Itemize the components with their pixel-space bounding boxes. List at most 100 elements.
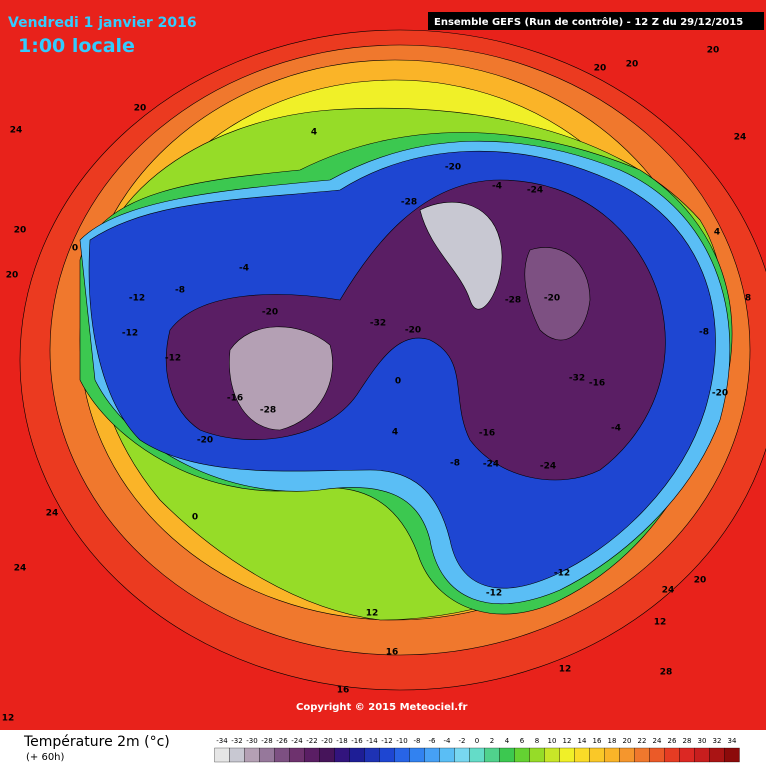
contour-label: -12 [165, 354, 181, 364]
contour-label: -24 [527, 186, 543, 196]
legend-tick-label: 20 [623, 737, 632, 745]
legend-swatch [379, 747, 395, 763]
contour-label: -32 [370, 319, 386, 329]
contour-label: 20 [594, 64, 607, 74]
map-subtitle: 1:00 locale [18, 35, 135, 57]
legend-tick-label: 10 [548, 737, 557, 745]
contour-label: 12 [366, 609, 379, 619]
legend-tick-label: -30 [246, 737, 257, 745]
legend-tick-label: -8 [414, 737, 421, 745]
contour-label: 12 [2, 714, 15, 724]
legend-tick-label: -16 [351, 737, 363, 745]
legend-tick-label: -6 [429, 737, 437, 745]
legend-tick-label: 6 [520, 737, 525, 745]
legend-tick-label: 26 [668, 737, 677, 745]
legend-tick-label: -14 [366, 737, 378, 745]
legend-tick-label: 34 [728, 737, 737, 745]
legend-swatch [259, 747, 275, 763]
legend-swatch [289, 747, 305, 763]
legend-swatch [544, 747, 560, 763]
legend-tick-label: -26 [276, 737, 288, 745]
contour-label: -12 [122, 329, 138, 339]
legend-tick-label: 2 [490, 737, 494, 745]
legend-swatch [439, 747, 455, 763]
legend-swatch [604, 747, 620, 763]
contour-label: 0 [395, 377, 401, 387]
legend-swatch [349, 747, 365, 763]
legend-tick-label: 0 [475, 737, 479, 745]
legend-swatch [529, 747, 545, 763]
map-title: Vendredi 1 janvier 2016 [8, 15, 197, 31]
contour-label: 0 [72, 244, 78, 254]
contour-label: 20 [6, 271, 19, 281]
contour-label: 4 [392, 428, 398, 438]
contour-label: 20 [707, 46, 720, 56]
legend-tick-label: -24 [291, 737, 303, 745]
legend-swatch [319, 747, 335, 763]
contour-label: -20 [405, 326, 421, 336]
contour-label: 24 [662, 586, 675, 596]
contour-label: -12 [129, 294, 145, 304]
legend-swatch [214, 747, 230, 763]
legend-tick-label: 8 [535, 737, 539, 745]
legend-swatch [454, 747, 470, 763]
legend-swatch [709, 747, 725, 763]
run-box [428, 12, 764, 30]
legend-swatch [679, 747, 695, 763]
contour-label: -28 [401, 198, 417, 208]
legend-swatch [664, 747, 680, 763]
contour-label: 20 [626, 60, 639, 70]
legend-swatch [574, 747, 590, 763]
contour-label: 4 [714, 228, 720, 238]
contour-label: -32 [569, 374, 585, 384]
contour-label: -24 [540, 462, 556, 472]
legend-tick-label: -18 [336, 737, 347, 745]
contour-label: -20 [445, 163, 461, 173]
contour-label: -24 [483, 460, 499, 470]
legend-lead: (+ 60h) [26, 752, 65, 763]
legend-swatch [229, 747, 245, 763]
contour-label: -20 [544, 294, 560, 304]
legend-tick-label: 12 [563, 737, 572, 745]
contour-label: 20 [694, 576, 707, 586]
contour-label: -4 [611, 424, 621, 434]
legend-tick-label: -2 [459, 737, 466, 745]
legend-swatch [634, 747, 650, 763]
contour-label: 16 [337, 686, 350, 696]
legend-swatch [559, 747, 575, 763]
legend-tick-label: -34 [216, 737, 228, 745]
contour-label: -8 [699, 328, 709, 338]
legend-swatch [499, 747, 515, 763]
contour-label: -28 [505, 296, 521, 306]
legend-tick-label: -10 [396, 737, 407, 745]
legend-tick-label: -28 [261, 737, 272, 745]
legend-tick-label: 24 [653, 737, 662, 745]
legend-swatch [364, 747, 380, 763]
legend-title: Température 2m (°c) [23, 734, 170, 750]
legend-tick-label: -4 [444, 737, 452, 745]
contour-label: -16 [227, 394, 243, 404]
contour-label: -4 [492, 182, 502, 192]
legend-swatch [589, 747, 605, 763]
contour-label: 20 [134, 104, 147, 114]
legend-tick-label: 28 [683, 737, 692, 745]
contour-label: -20 [197, 436, 213, 446]
contour-label: -8 [175, 286, 185, 296]
legend-tick-label: 30 [698, 737, 707, 745]
contour-label: 24 [734, 133, 747, 143]
contour-label: 24 [46, 509, 59, 519]
legend-swatch [244, 747, 260, 763]
copyright: Copyright © 2015 Meteociel.fr [296, 702, 467, 713]
contour-label: -20 [262, 308, 278, 318]
contour-label: -4 [239, 264, 249, 274]
contour-label: 12 [559, 665, 572, 675]
legend-tick-label: -12 [381, 737, 392, 745]
legend-swatch [619, 747, 635, 763]
legend-swatch [469, 747, 485, 763]
contour-label: 28 [660, 668, 673, 678]
legend-tick-label: 22 [638, 737, 647, 745]
legend-swatch [649, 747, 665, 763]
legend-swatch [394, 747, 410, 763]
legend-swatch [484, 747, 500, 763]
contour-label: 8 [745, 294, 751, 304]
